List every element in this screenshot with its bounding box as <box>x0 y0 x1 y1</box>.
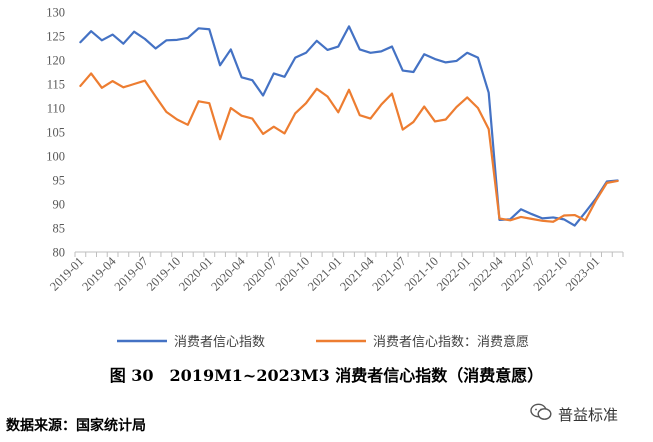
y-tick-label: 115 <box>47 78 65 92</box>
x-tick-label: 2019-10 <box>144 254 183 293</box>
legend-label: 消费者信心指数：消费意愿 <box>373 334 529 350</box>
x-tick-label: 2020-10 <box>273 254 312 293</box>
series-line <box>79 25 619 227</box>
y-tick-label: 105 <box>46 126 65 140</box>
y-tick-label: 90 <box>53 198 66 212</box>
x-tick-label: 2021-04 <box>337 254 377 294</box>
x-axis: 2019-012019-042019-072019-102020-012020-… <box>47 252 624 294</box>
x-tick-label: 2023-01 <box>563 254 602 293</box>
brand-name: 普益标准 <box>558 405 619 424</box>
y-tick-label: 130 <box>46 6 65 20</box>
data-source: 数据来源：国家统计局 <box>6 418 146 434</box>
y-tick-label: 95 <box>53 174 66 188</box>
x-tick-label: 2020-07 <box>241 254 280 293</box>
series-lines <box>79 25 619 227</box>
x-tick-label: 2022-07 <box>498 254 537 293</box>
figure-caption: 图 30 2019M1~2023M3 消费者信心指数（消费意愿） <box>109 366 544 385</box>
x-tick-label: 2019-01 <box>47 254 86 293</box>
x-tick-label: 2022-04 <box>466 254 506 294</box>
x-tick-label: 2021-01 <box>305 254 344 293</box>
y-tick-label: 110 <box>47 102 65 116</box>
brand-watermark: 普益标准 <box>530 403 618 425</box>
x-tick-label: 2022-10 <box>531 254 570 293</box>
legend: 消费者信心指数 消费者信心指数：消费意愿 <box>117 334 529 350</box>
y-tick-label: 120 <box>46 54 65 68</box>
series-line <box>79 72 619 223</box>
y-tick-label: 85 <box>53 222 66 236</box>
x-tick-label: 2022-01 <box>434 254 473 293</box>
x-tick-label: 2021-07 <box>369 254 408 293</box>
x-tick-label: 2019-07 <box>112 254 151 293</box>
x-tick-label: 2021-10 <box>402 254 441 293</box>
y-tick-label: 80 <box>53 246 66 260</box>
legend-label: 消费者信心指数 <box>174 335 265 350</box>
y-axis: 80 85 90 95 100 105 110 115 120 125 130 <box>46 6 65 260</box>
y-tick-label: 125 <box>46 30 65 44</box>
wechat-icon <box>530 403 552 425</box>
x-tick-label: 2020-04 <box>208 254 248 294</box>
x-tick-label: 2020-01 <box>176 254 215 293</box>
y-tick-label: 100 <box>46 150 65 164</box>
x-tick-label: 2019-04 <box>79 254 119 294</box>
